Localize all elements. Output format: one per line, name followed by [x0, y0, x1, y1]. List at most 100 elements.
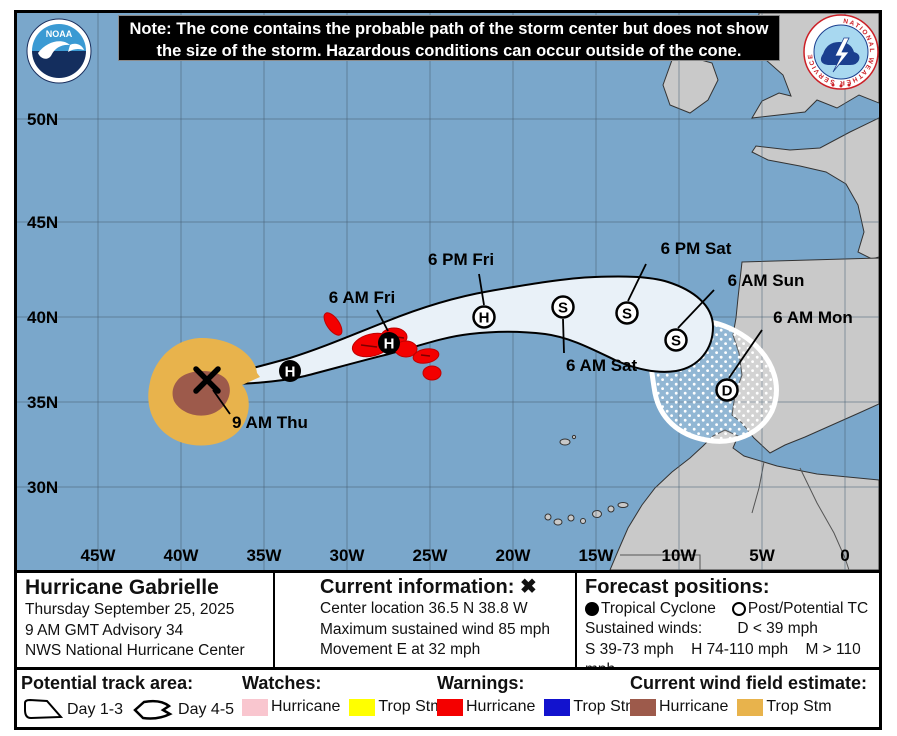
lon-label-40w: 40W: [164, 546, 200, 565]
sustained-winds-label: Sustained winds:: [585, 620, 703, 637]
marker-letter: S: [622, 306, 632, 323]
current-info-heading: Current information: ✖: [320, 576, 575, 599]
map-svg: H H H S S: [17, 13, 879, 570]
current-position-symbol: ✖: [520, 576, 537, 598]
wind-range-h: H 74-110 mph: [691, 640, 789, 658]
potential-track-heading: Potential track area:: [21, 673, 194, 693]
movement: Movement E at 32 mph: [320, 641, 481, 658]
noaa-logo-icon: NOAA: [26, 18, 92, 84]
forecast-markers: H H H S S: [193, 295, 739, 402]
marker-s-open-2: S: [615, 301, 639, 325]
windfield-hurricane-label: Hurricane: [659, 698, 729, 715]
potential-track-group: Potential track area: Day 1-3 Day 4-5: [21, 673, 243, 721]
track-label-sat-pm: 6 PM Sat: [661, 239, 732, 258]
land-africa: [609, 429, 879, 570]
land-ireland: [662, 56, 719, 114]
windfield-hurricane-swatch: [630, 698, 656, 716]
marker-h-filled-1: H: [279, 360, 301, 382]
marker-letter: H: [384, 336, 395, 353]
post-potential-label: Post/Potential TC: [747, 600, 869, 617]
lon-label-30w: 30W: [330, 546, 366, 565]
day13-cone-icon: [24, 698, 63, 720]
current-position-x: [193, 366, 221, 394]
marker-d-open: D: [715, 378, 739, 402]
lon-label-35w: 35W: [247, 546, 283, 565]
watches-heading: Watches:: [242, 673, 322, 693]
nws-logo: NATIONAL WEATHER SERVICE: [803, 14, 879, 90]
windfield-tropstm-label: Trop Stm: [766, 698, 832, 715]
wind-range-s: S 39-73 mph: [585, 640, 674, 658]
warning-areas: [323, 312, 442, 381]
forecast-positions-section: Forecast positions: Tropical Cyclone Pos…: [575, 573, 879, 678]
windfield-group: Current wind field estimate: Hurricane T…: [630, 673, 867, 716]
islands-canary: [544, 502, 629, 526]
day45-stipple-icon: [133, 699, 173, 720]
track-label-sat-am: 6 AM Sat: [566, 356, 638, 375]
current-info-heading-text: Current information:: [320, 576, 515, 598]
warnings-group: Warnings: Hurricane Trop Stm: [437, 673, 648, 716]
day13-cone: [208, 275, 715, 387]
lon-label-15w: 15W: [579, 546, 615, 565]
lat-label-45n: 45N: [27, 213, 58, 232]
watch-hurricane-swatch: [242, 698, 268, 716]
wind-range-d: D < 39 mph: [737, 620, 818, 637]
lon-label-10w: 10W: [662, 546, 698, 565]
lat-label-50n: 50N: [27, 110, 58, 129]
axis-labels: 50N 45N 40N 35N 30N 45W 40W 35W 30W 25W …: [27, 110, 850, 565]
wind-field-hurricane: [172, 370, 230, 416]
lon-label-5w: 5W: [749, 546, 775, 565]
note-line-2: the size of the storm. Hazardous conditi…: [156, 42, 742, 60]
track-label-sun-am: 6 AM Sun: [728, 271, 805, 290]
lat-label-40n: 40N: [27, 308, 58, 327]
day13-label: Day 1-3: [67, 700, 124, 718]
graphic-frame: H H H S S: [14, 10, 882, 730]
wind-field: [148, 338, 260, 446]
track-label-thu: 9 AM Thu: [232, 413, 308, 432]
watch-hurricane-label: Hurricane: [271, 698, 341, 715]
island-madeira: [559, 434, 577, 446]
current-information-section: Current information: ✖ Center location 3…: [273, 573, 575, 667]
marker-h-filled-2: H: [378, 332, 400, 354]
note-line-1: Note: The cone contains the probable pat…: [129, 20, 769, 38]
track-label-fri-am: 6 AM Fri: [329, 288, 395, 307]
max-sustained-wind: Maximum sustained wind 85 mph: [320, 620, 551, 638]
lat-label-30n: 30N: [27, 478, 58, 497]
tropical-cyclone-label: Tropical Cyclone: [601, 600, 716, 617]
storm-title: Hurricane Gabrielle: [25, 576, 219, 599]
forecast-map: H H H S S: [17, 13, 879, 570]
land-france: [751, 117, 879, 260]
warnings-heading: Warnings:: [437, 673, 525, 693]
marker-letter: S: [558, 300, 568, 317]
marker-letter: H: [479, 310, 490, 327]
watch-tropstm-swatch: [349, 698, 376, 716]
track-label-mon-am: 6 AM Mon: [773, 308, 853, 327]
day45-label: Day 4-5: [178, 700, 235, 718]
lon-label-0: 0: [840, 546, 849, 565]
noaa-logo: NOAA: [26, 18, 92, 84]
track-labels: 9 AM Thu 6 AM Fri 6 PM Fri 6 AM Sat 6 PM…: [232, 239, 853, 432]
sustained-winds-line: Sustained winds: D < 39 mph: [585, 619, 879, 640]
lat-label-35n: 35N: [27, 393, 58, 412]
lon-label-20w: 20W: [496, 546, 532, 565]
warning-hurricane-label: Hurricane: [466, 698, 536, 715]
marker-h-open: H: [472, 305, 496, 329]
forecast-positions-heading: Forecast positions:: [585, 576, 770, 598]
center-location: Center location 36.5 N 38.8 W: [320, 600, 528, 617]
cone-note-banner: Note: The cone contains the probable pat…: [118, 15, 780, 61]
info-panel: Hurricane Gabrielle Thursday September 2…: [17, 570, 879, 678]
marker-letter: H: [285, 364, 296, 381]
lon-label-25w: 25W: [413, 546, 449, 565]
warning-hurricane-swatch: [437, 698, 463, 716]
nws-logo-icon: NATIONAL WEATHER SERVICE: [803, 14, 879, 90]
marker-letter: S: [671, 333, 681, 350]
windfield-tropstm-swatch: [737, 698, 764, 716]
watch-tropstm-label: Trop Stm: [378, 698, 444, 715]
advisory-number: 9 AM GMT Advisory 34: [25, 621, 184, 639]
marker-key-line: Tropical Cyclone Post/Potential TC: [585, 599, 879, 619]
marker-s-open-3: S: [664, 328, 688, 352]
lon-label-45w: 45W: [81, 546, 117, 565]
agency-name: NWS National Hurricane Center: [25, 642, 245, 659]
track-label-fri-pm: 6 PM Fri: [428, 250, 494, 269]
marker-letter: D: [722, 383, 733, 400]
